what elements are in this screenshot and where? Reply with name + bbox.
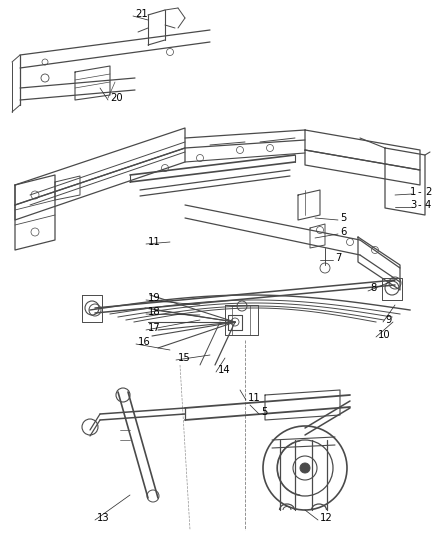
Text: 16: 16 [138, 337, 151, 347]
Text: 15: 15 [178, 353, 191, 363]
Text: 17: 17 [148, 323, 161, 333]
Text: 18: 18 [148, 307, 161, 317]
Text: 19: 19 [148, 293, 161, 303]
Text: 3: 3 [410, 200, 416, 210]
Text: 5: 5 [261, 407, 267, 417]
Text: 20: 20 [110, 93, 123, 103]
Text: 8: 8 [370, 283, 376, 293]
Text: 11: 11 [248, 393, 261, 403]
Text: -: - [417, 200, 421, 210]
Text: 7: 7 [335, 253, 341, 263]
Text: 12: 12 [320, 513, 333, 523]
Text: -: - [417, 187, 421, 197]
Text: 11: 11 [148, 237, 161, 247]
Text: 14: 14 [218, 365, 231, 375]
Text: 4: 4 [425, 200, 431, 210]
Text: 1: 1 [410, 187, 417, 197]
Circle shape [300, 463, 310, 473]
Text: 6: 6 [340, 227, 346, 237]
Text: 13: 13 [97, 513, 110, 523]
Text: 5: 5 [340, 213, 346, 223]
Text: 2: 2 [425, 187, 431, 197]
Text: 21: 21 [135, 9, 148, 19]
Text: 10: 10 [378, 330, 391, 340]
Text: 9: 9 [385, 315, 392, 325]
